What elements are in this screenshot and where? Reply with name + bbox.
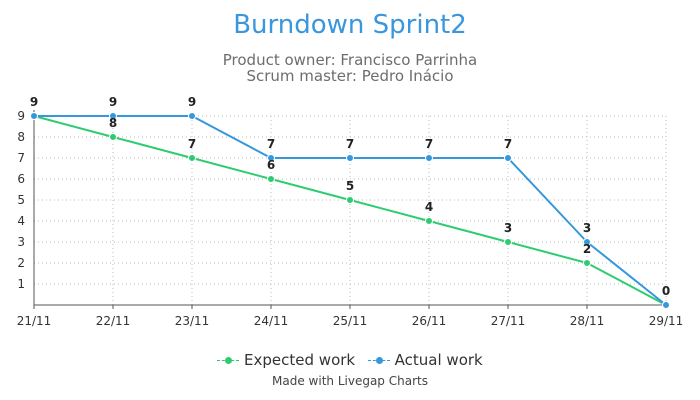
data-point-expected-work [188,154,196,162]
data-point-expected-work [346,196,354,204]
legend-swatch-actual-icon [367,356,390,366]
data-label-expected-work: 2 [583,242,591,256]
data-label-actual-work: 7 [504,137,512,151]
legend-item-actual-work[interactable]: Actual work [367,351,483,369]
data-point-expected-work [583,259,591,267]
chart-subtitle-scrum-master: Scrum master: Pedro Inácio [246,67,454,85]
chart-credit: Made with Livegap Charts [272,374,428,388]
legend-item-expected-work[interactable]: Expected work [217,351,355,369]
chart-title: Burndown Sprint2 [233,10,467,40]
y-tick-label: 9 [17,109,25,123]
data-label-expected-work: 7 [188,137,196,151]
x-tick-label: 24/11 [254,314,289,328]
data-label-actual-work: 0 [662,284,670,298]
x-tick-label: 27/11 [491,314,526,328]
data-point-expected-work [425,217,433,225]
legend: Expected work Actual work [0,351,700,369]
data-label-actual-work: 9 [30,95,38,109]
data-label-expected-work: 6 [267,158,275,172]
data-point-actual-work [425,154,433,162]
x-tick-label: 23/11 [175,314,210,328]
data-label-expected-work: 3 [504,221,512,235]
data-point-expected-work [267,175,275,183]
y-tick-label: 8 [17,130,25,144]
x-tick-label: 28/11 [570,314,605,328]
data-label-actual-work: 9 [109,95,117,109]
data-point-actual-work [346,154,354,162]
data-label-actual-work: 7 [346,137,354,151]
x-tick-label: 26/11 [412,314,447,328]
y-tick-label: 7 [17,151,25,165]
y-tick-label: 5 [17,193,25,207]
x-tick-label: 22/11 [96,314,131,328]
data-point-actual-work [583,238,591,246]
data-point-actual-work [188,112,196,120]
data-label-actual-work: 3 [583,221,591,235]
legend-swatch-expected-icon [217,356,240,366]
data-point-actual-work [662,301,670,309]
x-tick-label: 25/11 [333,314,368,328]
chart-subtitle-product-owner: Product owner: Francisco Parrinha [222,51,478,69]
data-label-actual-work: 7 [267,137,275,151]
y-tick-label: 1 [17,277,25,291]
y-tick-label: 6 [17,172,25,186]
data-point-actual-work [109,112,117,120]
legend-label-actual-work: Actual work [394,351,483,369]
y-tick-label: 2 [17,256,25,270]
data-point-actual-work [504,154,512,162]
x-tick-label: 29/11 [649,314,684,328]
x-tick-label: 21/11 [17,314,52,328]
data-point-expected-work [504,238,512,246]
data-point-expected-work [109,133,117,141]
data-label-actual-work: 7 [425,137,433,151]
y-tick-label: 4 [17,214,25,228]
data-label-expected-work: 4 [425,200,433,214]
y-tick-label: 3 [17,235,25,249]
data-point-actual-work [267,154,275,162]
data-label-expected-work: 8 [109,116,117,130]
legend-label-expected-work: Expected work [244,351,356,369]
data-label-expected-work: 5 [346,179,354,193]
data-point-actual-work [30,112,38,120]
data-label-actual-work: 9 [188,95,196,109]
